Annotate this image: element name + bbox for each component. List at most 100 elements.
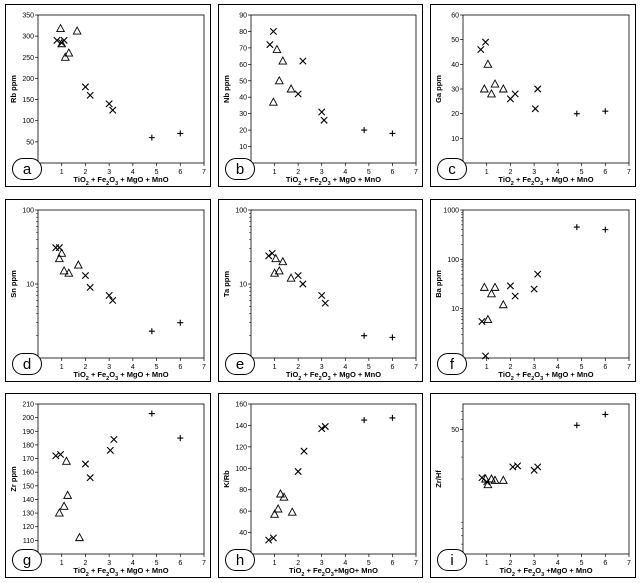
data-point-plus: [573, 110, 580, 117]
x-tick-label: 5: [367, 364, 371, 371]
plot-frame: [250, 14, 417, 164]
x-axis-label: TiO2 + Fe2O3 +MgO + MnO: [499, 566, 592, 578]
scatter-plot: 01234567110100TiO2 + Fe2O3 + MgO + MnOSn…: [9, 208, 206, 383]
data-point-triangle: [74, 532, 85, 542]
y-tick-label: 10: [239, 282, 247, 289]
data-point-triangle: [486, 288, 497, 298]
x-tick-label: 4: [131, 560, 135, 567]
plot-frame: [37, 14, 205, 164]
panel-label: c: [437, 158, 467, 180]
plot-frame: [462, 209, 630, 359]
plot-frame: [37, 209, 205, 359]
x-tick-label: 5: [580, 169, 584, 176]
x-tick-label: 7: [414, 560, 418, 567]
data-point-triangle: [275, 489, 286, 498]
x-tick-label: 4: [343, 364, 347, 371]
x-tick-label: 4: [343, 169, 347, 176]
x-tick-label: 1: [60, 560, 64, 567]
y-tick-label: 100: [235, 466, 247, 473]
y-axis-label: Sn ppm: [9, 270, 18, 298]
data-point-plus: [148, 328, 155, 335]
data-point-triangle: [54, 508, 64, 517]
x-tick-label: 7: [202, 560, 206, 567]
y-tick-label: 160: [235, 402, 247, 409]
panel-label: b: [225, 158, 255, 180]
x-axis-label: TiO2 + Fe2O3 + MgO + MnO: [498, 175, 593, 187]
x-tick-label: 6: [603, 364, 607, 371]
y-tick-label: 10: [451, 136, 459, 143]
y-tick-label: 100: [22, 118, 34, 125]
data-point-x: [483, 478, 491, 486]
panel-label: d: [12, 353, 42, 375]
chart-panel-e: 01234567110100TiO2 + Fe2O3 + MgO + MnOTa…: [218, 199, 423, 382]
data-point-triangle: [60, 52, 70, 61]
data-point-plus: [177, 130, 184, 137]
data-point-x: [534, 85, 542, 93]
plot-frame: [462, 14, 630, 164]
data-point-triangle: [498, 84, 508, 93]
scatter-plot: 012345670102030405060TiO2 + Fe2O3 + MgO …: [434, 13, 631, 188]
data-point-x: [269, 27, 277, 36]
data-point-x: [268, 249, 276, 257]
x-tick-label: 1: [485, 169, 489, 176]
x-tick-label: 6: [603, 560, 607, 567]
data-point-x: [478, 317, 486, 326]
y-tick-label: 200: [22, 76, 34, 83]
x-tick-label: 1: [273, 560, 277, 567]
x-tick-label: 7: [414, 169, 418, 176]
data-point-plus: [148, 410, 155, 417]
y-tick-label: 1000: [443, 208, 459, 215]
panel-label: g: [12, 549, 42, 571]
data-point-x: [265, 536, 273, 544]
x-tick-label: 3: [320, 560, 324, 567]
data-point-x: [531, 105, 539, 113]
x-tick-label: 1: [60, 364, 64, 371]
y-tick-label: 20: [451, 111, 459, 118]
y-axis-label: Ga ppm: [434, 75, 443, 103]
x-tick-label: 6: [390, 364, 394, 371]
data-point-x: [481, 38, 490, 46]
y-tick-label: 40: [239, 530, 247, 537]
x-tick-label: 7: [414, 364, 418, 371]
data-point-plus: [361, 127, 368, 134]
y-tick-label: 20: [239, 128, 247, 135]
data-point-x: [299, 57, 307, 65]
y-tick-label: 150: [22, 483, 34, 490]
x-tick-label: 1: [485, 364, 489, 371]
x-tick-label: 2: [83, 560, 87, 567]
data-point-x: [265, 252, 273, 260]
x-tick-label: 6: [178, 364, 182, 371]
y-tick-label: 210: [22, 402, 34, 409]
y-tick-label: 30: [451, 87, 459, 94]
data-point-x: [60, 36, 68, 44]
data-point-x: [56, 450, 65, 459]
x-tick-label: 2: [508, 364, 512, 371]
y-axis-label: Zr ppm: [9, 466, 18, 492]
x-tick-label: 2: [83, 169, 87, 176]
x-tick-label: 3: [107, 560, 111, 567]
x-tick-label: 6: [178, 560, 182, 567]
x-axis-label: TiO2 + Fe2O3 + MgO + MnO: [73, 175, 168, 187]
y-tick-label: 50: [451, 427, 459, 434]
data-point-x: [109, 296, 117, 305]
data-point-plus: [177, 319, 184, 326]
x-tick-label: 7: [202, 364, 206, 371]
x-tick-label: 2: [296, 364, 300, 371]
panel-label: i: [437, 549, 467, 571]
scatter-plot: 01234567110100TiO2 + Fe2O3 + MgO + MnOTa…: [222, 208, 418, 383]
data-point-triangle: [483, 314, 493, 324]
data-point-plus: [361, 332, 368, 339]
x-tick-label: 7: [202, 169, 206, 176]
y-tick-label: 80: [239, 29, 247, 36]
y-tick-label: 150: [22, 97, 34, 104]
y-axis-label: Ba ppm: [434, 270, 443, 298]
y-tick-label: 60: [239, 509, 247, 516]
data-point-triangle: [278, 56, 288, 65]
data-point-x: [110, 435, 118, 444]
x-axis-label: TiO2 + Fe2O3+MgO+ MnO: [289, 566, 378, 578]
data-point-x: [86, 283, 94, 291]
y-tick-label: 130: [22, 511, 34, 518]
data-point-x: [299, 280, 307, 288]
x-tick-label: 5: [580, 560, 584, 567]
